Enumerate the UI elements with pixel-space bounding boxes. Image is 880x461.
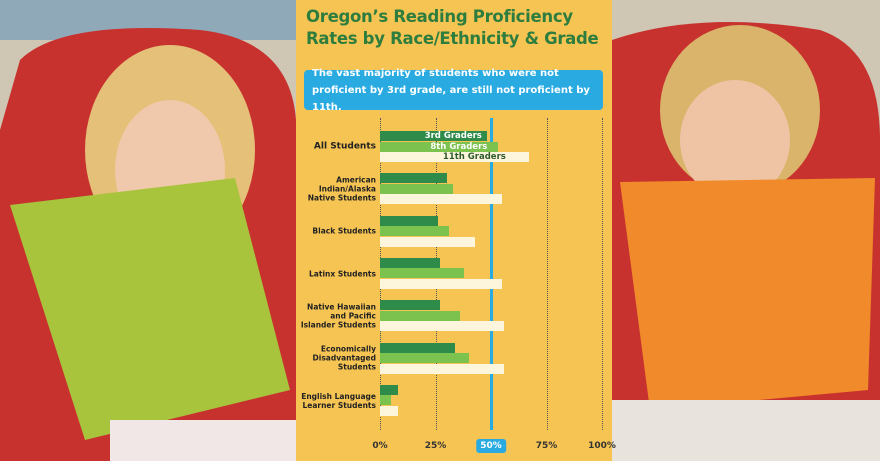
bar [380, 384, 398, 395]
bar [380, 236, 476, 247]
grid-line [546, 118, 548, 430]
bar [380, 363, 505, 374]
bar [380, 226, 449, 237]
x-tick-label: 0% [372, 441, 388, 451]
bar [380, 342, 456, 353]
bar [380, 173, 447, 184]
category-label: English Language Learner Students [301, 391, 376, 410]
chart-subtitle: The vast majority of students who were n… [304, 68, 603, 113]
highlight-line [490, 118, 493, 430]
category-label: Latinx Students [309, 269, 376, 279]
bar [380, 131, 487, 141]
category-label: Black Students [312, 226, 376, 236]
grid-line [602, 118, 603, 430]
category-label: Economically Disadvantaged Students [312, 344, 376, 372]
category-label: Native Hawaiian and Pacific Islander Stu… [300, 302, 376, 330]
category-label: American Indian/Alaska Native Students [307, 175, 376, 203]
bar [380, 395, 392, 406]
bar [380, 215, 438, 226]
chart-title: Oregon’s Reading Proficiency Rates by Ra… [306, 7, 599, 48]
bar [380, 141, 498, 152]
bar [380, 300, 440, 311]
bar [380, 405, 398, 416]
series-label: 11th Graders [442, 152, 506, 162]
bar [380, 194, 503, 205]
x-tick-label: 25% [424, 441, 447, 451]
bar [380, 152, 529, 162]
bar [380, 321, 505, 332]
x-tick-label: 100% [588, 441, 616, 451]
bar [380, 353, 469, 363]
bar [380, 268, 465, 279]
bar [380, 310, 460, 321]
x-tick-label: 75% [535, 441, 558, 451]
series-label: 3rd Graders [424, 131, 482, 141]
x-tick-label: 50% [476, 439, 506, 453]
series-label: 8th Graders [430, 141, 488, 152]
bar [380, 183, 454, 194]
bar [380, 257, 440, 268]
bar [380, 278, 503, 289]
category-label: All Students [313, 141, 376, 152]
